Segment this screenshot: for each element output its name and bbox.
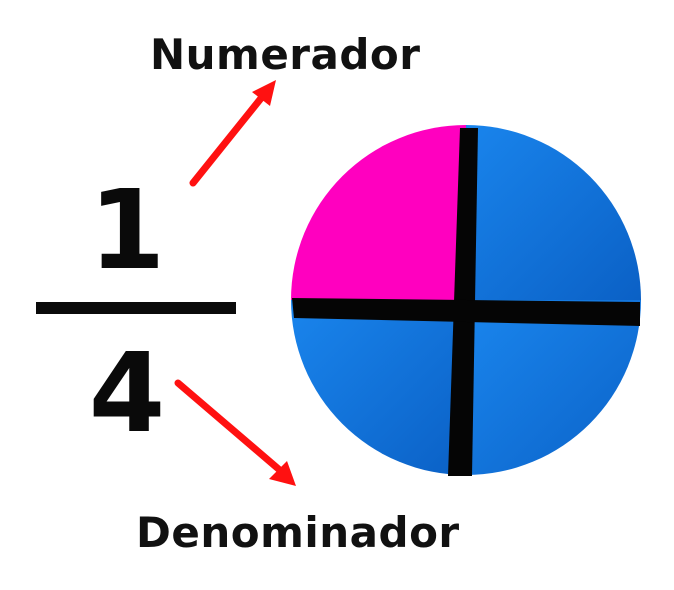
- quarter-bottom-right: [466, 300, 641, 475]
- numerator-label: Numerador: [150, 30, 421, 79]
- quarter-top-left: [291, 125, 466, 300]
- quarter-top-right: [466, 125, 641, 300]
- arrow-up-right-icon: [189, 80, 276, 187]
- fraction-circle: [291, 125, 641, 476]
- quarter-bottom-left: [291, 300, 466, 475]
- arrow-down-right-icon: [174, 379, 296, 486]
- denominator-label: Denominador: [136, 508, 460, 557]
- numerator-digit: 1: [88, 166, 166, 294]
- fraction-bar: [36, 302, 236, 314]
- horizontal-divider: [292, 298, 640, 326]
- denominator-digit: 4: [88, 329, 166, 457]
